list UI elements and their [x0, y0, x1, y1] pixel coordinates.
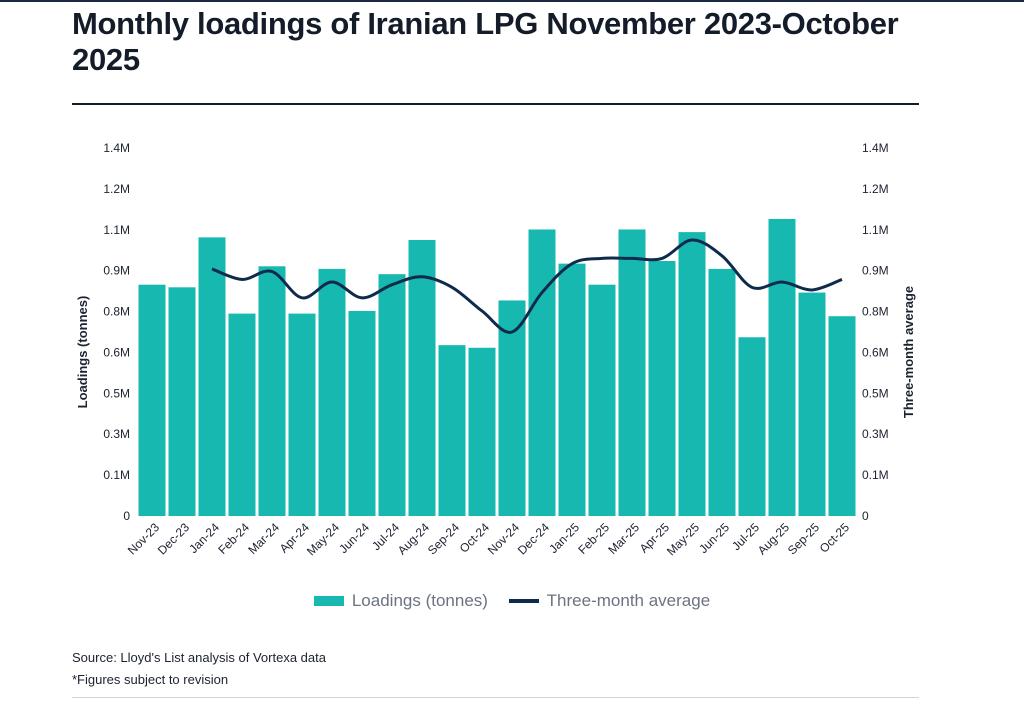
x-tick-label: Jun-24	[336, 520, 372, 556]
bar	[708, 268, 736, 516]
bar	[648, 261, 676, 516]
y-axis-title-right: Three-month average	[901, 286, 916, 418]
top-border	[0, 0, 1024, 2]
y-tick-label-left: 0.3M	[103, 427, 130, 441]
x-tick-label: Nov-24	[485, 520, 522, 557]
y-tick-label-right: 1.4M	[862, 141, 889, 155]
y-tick-label-right: 1.2M	[862, 182, 889, 196]
y-tick-label-left: 0	[123, 509, 130, 523]
legend-item-average: Three-month average	[508, 590, 711, 611]
y-tick-label-left: 0.8M	[103, 305, 130, 319]
bar	[828, 316, 856, 516]
y-tick-label-left: 1.4M	[103, 141, 130, 155]
y-tick-label-left: 1.2M	[103, 182, 130, 196]
bar	[528, 229, 556, 516]
bar	[318, 268, 346, 516]
bar	[138, 284, 166, 516]
bar	[228, 313, 256, 516]
bar	[498, 300, 526, 516]
chart-title: Monthly loadings of Iranian LPG November…	[72, 6, 899, 77]
y-tick-label-right: 0.3M	[862, 427, 889, 441]
y-tick-label-left: 0.6M	[103, 345, 130, 359]
x-tick-label: Feb-25	[575, 520, 612, 557]
x-tick-label: May-25	[664, 520, 702, 558]
chart-area: 0 0 0.1M 0.1M 0.3M 0.3M 0.5M 0.5M 0.6M 0.6M 0.8M 0.…	[75, 141, 916, 558]
x-tick-label: Aug-24	[395, 520, 432, 557]
x-tick-label: Mar-25	[605, 520, 642, 557]
y-tick-label-right: 0.8M	[862, 305, 889, 319]
y-tick-label-right: 1.1M	[862, 223, 889, 237]
x-tick-label: Jun-25	[696, 520, 732, 556]
x-tick-label: Mar-24	[245, 520, 282, 557]
legend-item-loadings: Loadings (tonnes)	[313, 590, 488, 611]
x-tick-label: Dec-24	[515, 520, 552, 557]
series-line-average	[211, 238, 843, 334]
y-tick-label-left: 0.9M	[103, 264, 130, 278]
y-tick-label-right: 0.6M	[862, 345, 889, 359]
y-tick-label-right: 0.1M	[862, 468, 889, 482]
x-tick-label: Dec-23	[155, 520, 192, 557]
x-tick-label: Oct-25	[817, 520, 853, 556]
bar	[558, 263, 586, 516]
x-tick-label: Aug-25	[755, 520, 792, 557]
bar	[468, 347, 496, 516]
bar	[798, 292, 826, 516]
bar	[588, 284, 616, 516]
legend-label-average: Three-month average	[546, 590, 711, 610]
bar	[738, 337, 766, 516]
legend-swatch-bar	[313, 596, 344, 607]
y-tick-label-left: 1.1M	[103, 223, 130, 237]
legend-label-loadings: Loadings (tonnes)	[351, 590, 488, 610]
y-axis-title-left: Loadings (tonnes)	[75, 296, 90, 409]
bar	[378, 274, 406, 516]
bar	[618, 229, 646, 516]
bottom-divider	[72, 697, 919, 698]
bar	[408, 240, 436, 516]
bar	[438, 345, 466, 516]
title-divider	[72, 103, 919, 105]
y-tick-label-left: 0.1M	[103, 468, 130, 482]
y-tick-label-right: 0	[862, 509, 869, 523]
x-tick-label: Feb-24	[215, 520, 252, 557]
bar	[288, 313, 316, 516]
x-tick-label: Sep-25	[785, 520, 822, 557]
x-tick-label: Sep-24	[425, 520, 462, 557]
bar	[168, 287, 196, 516]
bar	[198, 237, 226, 516]
source-note: Source: Lloyd's List analysis of Vortexa…	[72, 650, 326, 665]
bar	[258, 266, 286, 516]
y-tick-label-right: 0.5M	[862, 386, 889, 400]
bar	[678, 232, 706, 516]
x-tick-label: Nov-23	[125, 520, 162, 557]
x-tick-label: Jan-25	[546, 520, 582, 556]
x-tick-label: May-24	[304, 520, 342, 558]
legend-swatch-line	[508, 599, 539, 604]
x-tick-label: Jan-24	[186, 520, 222, 556]
bar	[348, 310, 376, 516]
bar	[768, 218, 796, 516]
chart-legend: Loadings (tonnes) Three-month average	[0, 590, 1024, 611]
revision-note: *Figures subject to revision	[72, 672, 229, 687]
y-tick-label-right: 0.9M	[862, 264, 889, 278]
y-tick-label-left: 0.5M	[103, 386, 130, 400]
